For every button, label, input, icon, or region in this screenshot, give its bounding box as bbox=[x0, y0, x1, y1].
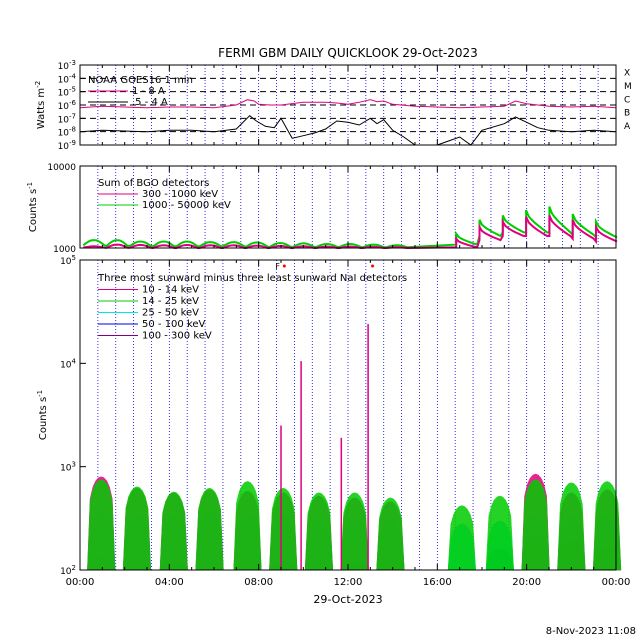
flare-class-label: M bbox=[624, 82, 632, 92]
orbit-block bbox=[304, 492, 334, 571]
series-line bbox=[79, 99, 617, 109]
flare-class-label: C bbox=[624, 95, 630, 105]
footer-date: 8-Nov-2023 11:08 bbox=[546, 626, 636, 637]
legend-label: .5 - 4 A bbox=[132, 97, 168, 108]
y-tick-label: 103 bbox=[60, 461, 76, 474]
orbit-block bbox=[195, 487, 224, 571]
orbit-block bbox=[233, 481, 262, 571]
legend-label: 25 - 50 keV bbox=[142, 308, 199, 319]
y-tick-label: 10-3 bbox=[58, 59, 76, 72]
y-axis-label: Counts s-1 bbox=[36, 390, 49, 440]
orbit-block bbox=[340, 492, 369, 571]
orbit-block bbox=[87, 479, 116, 571]
orbit-block bbox=[376, 497, 405, 571]
x-tick-label: 00:00 bbox=[602, 577, 631, 588]
legend-label: 10 - 14 keV bbox=[142, 285, 199, 296]
series-line bbox=[82, 206, 618, 249]
orbit-block bbox=[485, 495, 514, 571]
legend-header: Three most sunward minus three least sun… bbox=[97, 273, 407, 284]
flag-label: F bbox=[275, 262, 280, 271]
y-tick-label: 10-5 bbox=[58, 86, 76, 99]
series-line bbox=[79, 115, 617, 146]
x-tick-label: 00:00 bbox=[66, 577, 95, 588]
orbit-block bbox=[521, 479, 550, 571]
orbit-block bbox=[269, 487, 298, 571]
legend-label: 1 - 8 A bbox=[132, 86, 165, 97]
orbit-block bbox=[122, 486, 152, 571]
legend-label: 300 - 1000 keV bbox=[142, 189, 218, 200]
nai-panel: F 00:00 04:00 08:00 12:00 16:00 20:00 00:00 105 1… bbox=[36, 254, 630, 588]
flare-class-label: X bbox=[624, 69, 630, 79]
legend-label: 14 - 25 keV bbox=[142, 296, 199, 307]
orbit-block bbox=[557, 482, 586, 571]
flare-class-label: B bbox=[624, 109, 630, 119]
x-tick-label: 12:00 bbox=[334, 577, 363, 588]
orbit-block bbox=[592, 481, 622, 571]
y-tick-label: 10-4 bbox=[58, 72, 77, 85]
flare-class-label: A bbox=[624, 122, 631, 132]
y-axis-label: Counts s-1 bbox=[26, 182, 39, 232]
orbit-block bbox=[159, 491, 188, 571]
y-tick-label: 104 bbox=[60, 357, 76, 370]
orbit-block bbox=[447, 505, 476, 571]
legend-label: 50 - 100 keV bbox=[142, 319, 206, 330]
y-tick-label: 10-6 bbox=[58, 99, 77, 112]
y-tick-label: 10-7 bbox=[58, 112, 76, 125]
x-tick-label: 16:00 bbox=[423, 577, 452, 588]
y-tick-label: 102 bbox=[60, 564, 76, 577]
flag-marker bbox=[282, 264, 286, 268]
legend-label: 1000 - 50000 keV bbox=[142, 200, 231, 211]
y-axis-label: Watts m-2 bbox=[34, 81, 47, 129]
x-tick-label: 08:00 bbox=[244, 577, 273, 588]
flag-marker bbox=[371, 264, 375, 268]
legend-label: 100 - 300 keV bbox=[142, 331, 212, 342]
y-tick-label: 105 bbox=[60, 254, 76, 267]
x-tick-label: 20:00 bbox=[512, 577, 541, 588]
y-tick-label: 10-8 bbox=[58, 126, 76, 139]
chart-title: FERMI GBM DAILY QUICKLOOK 29-Oct-2023 bbox=[218, 46, 478, 60]
y-tick-label: 10-9 bbox=[58, 139, 76, 152]
legend-header: NOAA GOES16 1 min bbox=[88, 75, 193, 86]
y-tick-label: 10000 bbox=[47, 163, 76, 173]
x-axis-label: 29-Oct-2023 bbox=[313, 593, 382, 606]
y-tick-label: 1000 bbox=[53, 245, 76, 255]
legend-header: Sum of BGO detectors bbox=[98, 178, 209, 189]
bgo-panel: 10000 1000 Counts s-1 Sum of BGO detectors3… bbox=[26, 163, 618, 255]
x-tick-label: 04:00 bbox=[155, 577, 184, 588]
